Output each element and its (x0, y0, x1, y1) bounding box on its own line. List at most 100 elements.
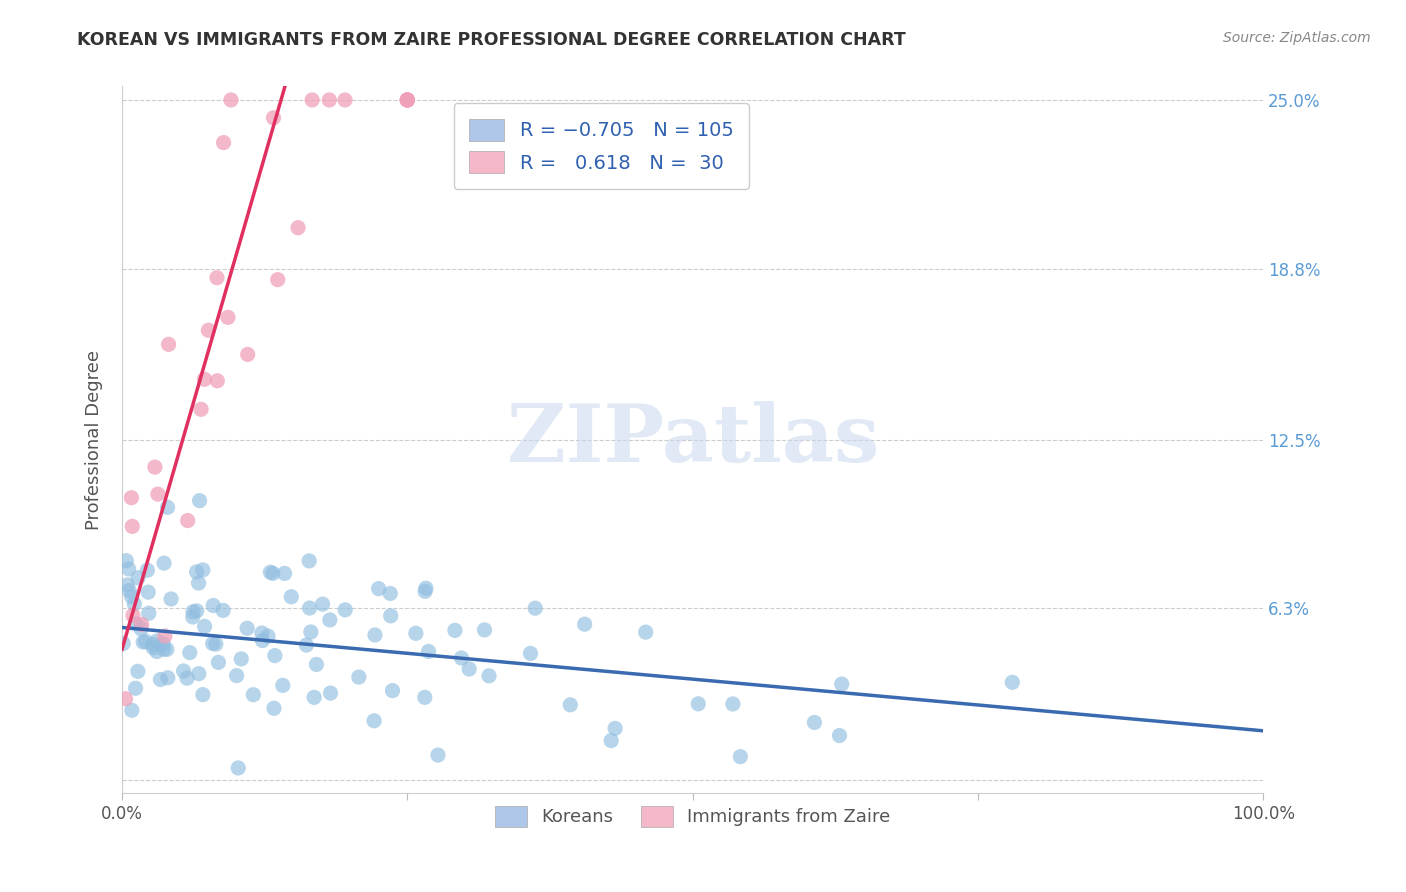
Point (187, 666, 209, 681)
Point (149, 673, 172, 687)
Point (152, 642, 174, 657)
Point (204, 637, 226, 651)
Point (263, 701, 285, 715)
Text: Source: ZipAtlas.com: Source: ZipAtlas.com (1223, 31, 1371, 45)
Point (127, 665, 149, 679)
Point (335, 603, 357, 617)
Point (152, 637, 174, 651)
Point (262, 111, 284, 125)
Point (146, 487, 169, 501)
Point (242, 688, 264, 702)
Point (153, 629, 176, 643)
Point (207, 374, 229, 388)
Point (380, 586, 402, 600)
Point (287, 220, 309, 235)
Point (381, 683, 404, 698)
Point (311, 597, 333, 611)
Point (124, 681, 146, 696)
Point (202, 599, 225, 613)
Text: ZIPatlas: ZIPatlas (506, 401, 879, 479)
Point (115, 554, 138, 568)
Y-axis label: Professional Degree: Professional Degree (86, 350, 103, 530)
Point (396, 93, 419, 107)
Point (560, 698, 582, 712)
Point (347, 670, 370, 684)
Point (181, 610, 204, 624)
Point (1001, 675, 1024, 690)
Point (186, 604, 208, 618)
Point (157, 337, 180, 351)
Point (302, 690, 325, 705)
Point (603, 722, 626, 736)
Point (197, 323, 219, 337)
Point (450, 651, 472, 665)
Point (444, 624, 467, 638)
Point (136, 585, 159, 599)
Point (524, 601, 547, 615)
Point (153, 556, 176, 570)
Point (179, 646, 201, 660)
Point (120, 491, 142, 505)
Point (600, 733, 623, 747)
Point (134, 634, 156, 648)
Point (117, 562, 139, 576)
Point (142, 637, 165, 651)
Point (803, 715, 825, 730)
Point (367, 582, 389, 596)
Point (380, 608, 402, 623)
Point (138, 607, 160, 621)
Point (305, 657, 328, 672)
Point (426, 747, 449, 762)
Point (301, 93, 323, 107)
Point (193, 372, 215, 386)
Point (257, 629, 280, 643)
Point (478, 669, 501, 683)
Point (194, 619, 217, 633)
Point (226, 761, 249, 775)
Point (207, 656, 229, 670)
Point (188, 493, 211, 508)
Point (146, 644, 169, 658)
Point (190, 402, 212, 417)
Point (319, 613, 342, 627)
Point (298, 554, 321, 568)
Point (156, 642, 179, 657)
Point (396, 93, 419, 107)
Legend: Koreans, Immigrants from Zaire: Koreans, Immigrants from Zaire (488, 798, 898, 834)
Point (186, 565, 208, 579)
Point (364, 628, 387, 642)
Point (252, 633, 274, 648)
Point (263, 648, 285, 663)
Point (405, 626, 427, 640)
Point (219, 93, 242, 107)
Point (458, 662, 481, 676)
Point (124, 597, 146, 611)
Point (173, 664, 195, 678)
Point (129, 622, 152, 636)
Point (181, 605, 204, 619)
Point (156, 671, 179, 685)
Point (201, 636, 224, 650)
Point (132, 635, 155, 649)
Point (127, 571, 149, 585)
Point (396, 93, 419, 107)
Point (280, 590, 302, 604)
Point (688, 697, 710, 711)
Point (121, 703, 143, 717)
Text: KOREAN VS IMMIGRANTS FROM ZAIRE PROFESSIONAL DEGREE CORRELATION CHART: KOREAN VS IMMIGRANTS FROM ZAIRE PROFESSI… (77, 31, 905, 49)
Point (319, 686, 342, 700)
Point (295, 638, 318, 652)
Point (143, 460, 166, 475)
Point (271, 678, 294, 692)
Point (333, 93, 356, 107)
Point (415, 581, 437, 595)
Point (259, 565, 281, 579)
Point (191, 563, 214, 577)
Point (176, 671, 198, 685)
Point (396, 93, 419, 107)
Point (299, 625, 322, 640)
Point (122, 608, 145, 623)
Point (831, 677, 853, 691)
Point (318, 93, 340, 107)
Point (187, 576, 209, 591)
